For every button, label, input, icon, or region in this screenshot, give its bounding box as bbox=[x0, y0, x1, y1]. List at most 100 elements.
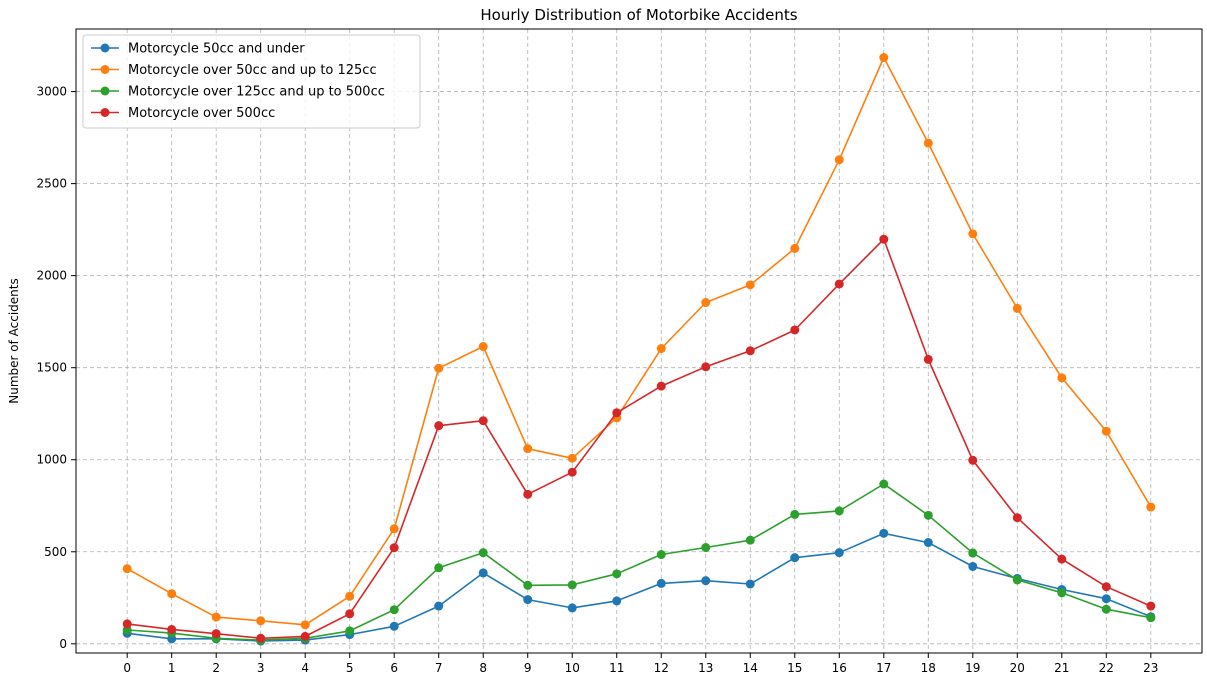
data-point bbox=[389, 543, 399, 553]
data-point bbox=[300, 631, 310, 641]
data-point bbox=[834, 155, 844, 165]
data-point bbox=[612, 596, 622, 606]
x-tick-label: 21 bbox=[1054, 661, 1069, 675]
y-tick-label: 500 bbox=[44, 545, 67, 559]
data-point bbox=[1012, 513, 1022, 523]
data-point bbox=[968, 455, 978, 465]
x-tick-label: 8 bbox=[479, 661, 487, 675]
data-point bbox=[1101, 604, 1111, 614]
x-tick-label: 18 bbox=[921, 661, 936, 675]
legend-swatch-marker bbox=[100, 108, 110, 117]
data-point bbox=[790, 243, 800, 253]
legend-label: Motorcycle 50cc and under bbox=[128, 42, 305, 57]
data-point bbox=[879, 234, 889, 244]
legend-item: Motorcycle over 500cc bbox=[91, 106, 275, 121]
x-tick-label: 9 bbox=[524, 661, 532, 675]
data-point bbox=[790, 509, 800, 519]
series-4 bbox=[122, 234, 1156, 643]
data-point bbox=[968, 548, 978, 558]
data-point bbox=[122, 564, 132, 574]
x-tick-label: 4 bbox=[301, 661, 309, 675]
data-point bbox=[434, 563, 444, 573]
x-tick-label: 10 bbox=[565, 661, 580, 675]
data-point bbox=[434, 421, 444, 431]
series-line bbox=[127, 483, 1151, 641]
data-point bbox=[523, 580, 533, 590]
data-point bbox=[211, 612, 221, 622]
data-point bbox=[345, 626, 355, 636]
data-point bbox=[478, 568, 488, 578]
data-point bbox=[656, 578, 666, 588]
data-point bbox=[1146, 502, 1156, 512]
data-point bbox=[523, 595, 533, 605]
y-tick-label: 2000 bbox=[36, 269, 67, 283]
legend-box bbox=[82, 34, 421, 129]
data-point bbox=[701, 543, 711, 553]
data-point bbox=[523, 444, 533, 454]
y-axis: 0 500 1000 1500 2000 2500 3000 bbox=[36, 85, 76, 651]
data-point bbox=[656, 550, 666, 560]
legend-swatch-marker bbox=[100, 86, 110, 96]
series-1 bbox=[122, 528, 1156, 646]
data-point bbox=[745, 535, 755, 545]
data-point bbox=[701, 298, 711, 308]
y-axis-title: Number of Accidents bbox=[7, 278, 21, 404]
data-point bbox=[879, 53, 889, 63]
data-point bbox=[745, 579, 755, 589]
x-tick-label: 20 bbox=[1010, 661, 1025, 675]
legend-swatch-marker bbox=[100, 65, 110, 74]
data-point bbox=[434, 601, 444, 611]
data-point bbox=[834, 279, 844, 289]
x-tick-label: 0 bbox=[123, 661, 131, 675]
data-point bbox=[1057, 373, 1067, 383]
data-point bbox=[745, 346, 755, 356]
data-point bbox=[567, 580, 577, 590]
data-point bbox=[389, 605, 399, 615]
data-point bbox=[167, 624, 177, 634]
x-tick-label: 19 bbox=[965, 661, 980, 675]
data-point bbox=[656, 381, 666, 391]
y-tick-label: 0 bbox=[59, 637, 67, 651]
x-tick-label: 5 bbox=[346, 661, 354, 675]
legend-label: Motorcycle over 50cc and up to 125cc bbox=[128, 63, 377, 78]
data-point bbox=[1146, 601, 1156, 611]
series-line bbox=[127, 238, 1152, 640]
x-tick-label: 22 bbox=[1099, 661, 1114, 675]
data-point bbox=[389, 621, 399, 631]
data-point bbox=[122, 619, 132, 629]
legend-item: Motorcycle over 125cc and up to 500cc bbox=[91, 85, 385, 100]
data-point bbox=[523, 489, 533, 499]
data-point bbox=[478, 548, 488, 558]
series-layer bbox=[122, 53, 1156, 646]
data-point bbox=[968, 229, 978, 239]
x-tick-label: 2 bbox=[212, 661, 220, 675]
data-point bbox=[612, 569, 622, 579]
data-point bbox=[656, 344, 666, 354]
data-point bbox=[1057, 554, 1067, 564]
y-tick-label: 1500 bbox=[36, 361, 67, 375]
x-tick-label: 6 bbox=[390, 661, 398, 675]
chart-title: Hourly Distribution of Motorbike Acciden… bbox=[480, 6, 797, 24]
data-point bbox=[1012, 303, 1022, 313]
data-point bbox=[968, 561, 978, 571]
data-point bbox=[1012, 575, 1022, 585]
plot-area-frame bbox=[75, 28, 1203, 654]
x-tick-label: 7 bbox=[435, 661, 443, 675]
data-point bbox=[434, 363, 444, 373]
data-point bbox=[300, 620, 310, 630]
data-point bbox=[1101, 426, 1111, 436]
x-tick-label: 13 bbox=[698, 661, 713, 675]
legend-item: Motorcycle over 50cc and up to 125cc bbox=[91, 63, 377, 78]
data-point bbox=[211, 629, 221, 639]
legend: Motorcycle 50cc and under Motorcycle over… bbox=[82, 34, 421, 129]
data-point bbox=[701, 576, 711, 586]
x-tick-label: 14 bbox=[743, 661, 758, 675]
data-point bbox=[256, 616, 266, 626]
data-point bbox=[1101, 582, 1111, 592]
data-point bbox=[478, 342, 488, 352]
x-tick-label: 12 bbox=[654, 661, 669, 675]
data-point bbox=[1057, 588, 1067, 598]
y-tick-label: 3000 bbox=[36, 85, 67, 99]
y-tick-label: 1000 bbox=[36, 453, 67, 467]
